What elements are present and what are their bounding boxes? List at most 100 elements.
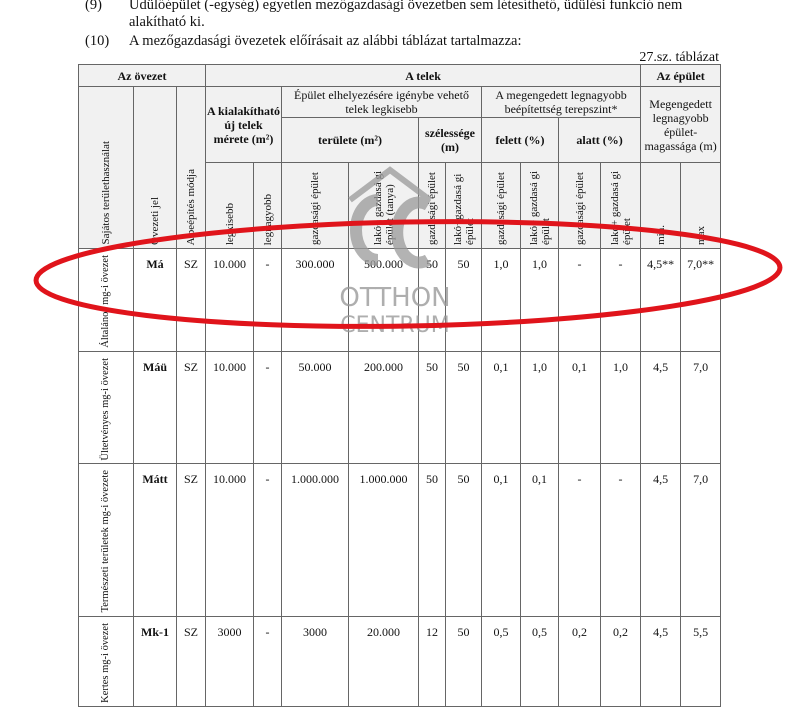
col-header: legnagyobb bbox=[261, 193, 274, 245]
table-cell: - bbox=[599, 463, 642, 617]
header-width: szélessége (m) bbox=[418, 117, 482, 163]
col-header: Övezeti jel bbox=[149, 197, 161, 245]
table-cell: 0,2 bbox=[599, 615, 642, 707]
table-cell: 12 bbox=[418, 615, 446, 707]
table-cell: SZ bbox=[176, 350, 206, 465]
table-cell: 1,0 bbox=[481, 248, 521, 352]
col-header: gazdasági épület bbox=[573, 172, 586, 245]
table-cell: 50.000 bbox=[281, 350, 349, 465]
table-cell: 0,1 bbox=[481, 350, 521, 465]
agricultural-zones-table: Az övezet A telek Az épület Sajátos terü… bbox=[78, 64, 722, 707]
paragraph-text: Üdülőépület (-egység) egyetlen mezőgazda… bbox=[129, 0, 683, 30]
table-cell: 7,0 bbox=[680, 463, 722, 617]
col-header: legkisebb bbox=[223, 202, 236, 245]
table-cell: Máü bbox=[133, 350, 177, 465]
table-cell: 10.000 bbox=[205, 463, 254, 617]
table-cell: SZ bbox=[176, 615, 206, 707]
table-cell: 1.000.000 bbox=[281, 463, 349, 617]
paragraph-number: (10) bbox=[85, 33, 110, 49]
table-cell: 10.000 bbox=[205, 350, 254, 465]
table-row: Kertes mg-i övezet Mk-1 SZ 3000-3000 20.000 1… bbox=[78, 615, 722, 707]
paragraph-text: A mezőgazdasági övezetek előírásait az a… bbox=[129, 33, 522, 49]
table-row: Ültetvényes mg-i övezet Máü SZ 10.000-50.00… bbox=[78, 350, 722, 465]
table-row: Általános mg-i övezet Má SZ 10.000-300.000 5… bbox=[78, 248, 722, 352]
table-cell: 5,5 bbox=[680, 615, 722, 707]
table-cell: 3000 bbox=[281, 615, 349, 707]
table-cell: 0,1 bbox=[520, 463, 559, 617]
table-cell: Általános mg-i övezet bbox=[78, 248, 134, 352]
col-header: lakó+ gazdasá gi épület bbox=[608, 170, 633, 245]
table-cell: Ültetvényes mg-i övezet bbox=[78, 350, 134, 465]
table-cell: - bbox=[558, 463, 601, 617]
header-area: területe (m²) bbox=[281, 117, 419, 163]
paragraph-10: (10) A mezőgazdasági övezetek előírásait… bbox=[85, 33, 735, 50]
header-coverage: A megengedett legnagyobb beépítettség te… bbox=[480, 86, 642, 118]
zone-use-label: Ültetvényes mg-i övezet bbox=[100, 357, 111, 461]
col-header: lakó+ gazdasá gi épület (tanya) bbox=[371, 170, 396, 245]
col-header: gazdasági épület bbox=[495, 172, 507, 245]
table-cell: - bbox=[599, 248, 642, 352]
paragraph-number: (9) bbox=[85, 0, 102, 13]
table-cell: 50 bbox=[445, 248, 482, 352]
table-cell: 4,5 bbox=[640, 615, 682, 707]
table-cell: 7,0** bbox=[680, 248, 722, 352]
col-header: A beépítés módja bbox=[185, 168, 197, 245]
table-cell: 1.000.000 bbox=[348, 463, 419, 617]
table-cell: 4,5** bbox=[640, 248, 682, 352]
header-plot: A telek bbox=[204, 64, 642, 87]
table-cell: 0,5 bbox=[520, 615, 559, 707]
table-cell: - bbox=[253, 350, 282, 465]
table-cell: Má bbox=[133, 248, 177, 352]
table-cell: 300.000 bbox=[281, 248, 349, 352]
col-header: max bbox=[694, 226, 707, 245]
table-cell: 1,0 bbox=[520, 248, 559, 352]
table-cell: 200.000 bbox=[348, 350, 419, 465]
zone-use-label: Kertes mg-i övezet bbox=[100, 622, 111, 703]
header-building: Az épület bbox=[640, 64, 722, 87]
header-height: Megengedett legnagyobb épület-magassága … bbox=[640, 86, 722, 163]
col-header: lakó+ gazdasá gi épület bbox=[527, 170, 552, 245]
table-caption: 27.sz. táblázat bbox=[639, 50, 719, 65]
col-header: Sajátos területhasználat bbox=[100, 141, 112, 245]
table-cell: SZ bbox=[176, 248, 206, 352]
table-cell: 1,0 bbox=[599, 350, 642, 465]
table-cell: 7,0 bbox=[680, 350, 722, 465]
col-header: gazdasági épület bbox=[309, 172, 321, 245]
col-header: gazdasági épület bbox=[426, 172, 438, 245]
table-cell: Kertes mg-i övezet bbox=[78, 615, 134, 707]
table-cell: 50 bbox=[445, 463, 482, 617]
table-cell: 50 bbox=[445, 615, 482, 707]
table-cell: Természeti területek mg-i övezete bbox=[78, 463, 134, 617]
table-cell: 50 bbox=[418, 463, 446, 617]
table-cell: - bbox=[253, 463, 282, 617]
table-cell: 1,0 bbox=[520, 350, 559, 465]
table-cell: 10.000 bbox=[205, 248, 254, 352]
table-cell: SZ bbox=[176, 463, 206, 617]
table-cell: - bbox=[253, 615, 282, 707]
table-cell: - bbox=[558, 248, 601, 352]
zone-use-label: Általános mg-i övezet bbox=[100, 255, 111, 348]
col-header: min. bbox=[654, 225, 667, 245]
table-cell: 4,5 bbox=[640, 350, 682, 465]
paragraph-9: (9) Üdülőépület (-egység) egyetlen mezőg… bbox=[85, 0, 735, 31]
table-cell: 50 bbox=[418, 248, 446, 352]
col-header: lakó+gazdasá gi épület bbox=[451, 173, 476, 245]
table-cell: 0,2 bbox=[558, 615, 601, 707]
table-cell: 3000 bbox=[205, 615, 254, 707]
zone-use-label: Természeti területek mg-i övezete bbox=[100, 470, 111, 613]
table-cell: 50 bbox=[418, 350, 446, 465]
table-cell: - bbox=[253, 248, 282, 352]
header-below: alatt (%) bbox=[557, 117, 642, 163]
table-cell: 0,1 bbox=[481, 463, 521, 617]
table-cell: 50 bbox=[445, 350, 482, 465]
table-cell: 0,1 bbox=[558, 350, 601, 465]
table-cell: Mk-1 bbox=[133, 615, 177, 707]
header-above: felett (%) bbox=[481, 117, 559, 163]
header-min-plot: Épület elhelyezésére igénybe vehető tele… bbox=[281, 86, 482, 118]
table-row: Természeti területek mg-i övezete Mátt SZ 1… bbox=[78, 463, 722, 617]
table-cell: Mátt bbox=[133, 463, 177, 617]
header-zone: Az övezet bbox=[78, 64, 206, 87]
header-new-plot: A kialakítható új telek mérete (m²) bbox=[205, 86, 282, 163]
table-cell: 500.000 bbox=[348, 248, 419, 352]
table-cell: 0,5 bbox=[481, 615, 521, 707]
